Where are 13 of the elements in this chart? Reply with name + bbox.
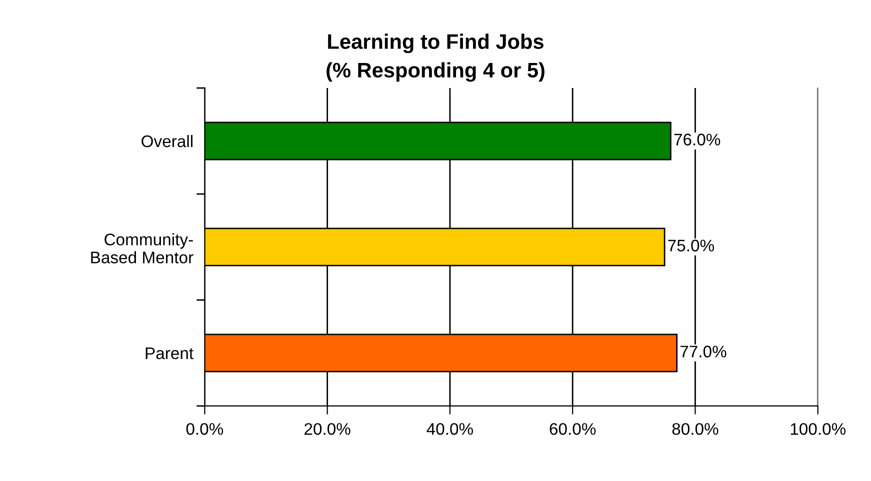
x-tick-label: 100.0% [790,423,846,435]
data-label: 77.0% [680,346,726,358]
chart-title: Learning to Find Jobs (% Responding 4 or 5) [326,34,544,82]
x-tick-label: 80.0% [672,423,718,435]
y-tick-label: Overall [142,134,192,148]
y-tick-label: Parent [146,348,194,360]
y-tick-label: Community- Based Mentor [91,233,194,264]
x-tick-label: 0.0% [186,423,224,435]
x-tick-label: 60.0% [550,423,596,435]
data-label: 76.0% [674,134,720,146]
x-tick-label: 20.0% [304,423,350,435]
data-label: 75.0% [668,240,714,252]
x-tick-label: 40.0% [426,423,473,435]
